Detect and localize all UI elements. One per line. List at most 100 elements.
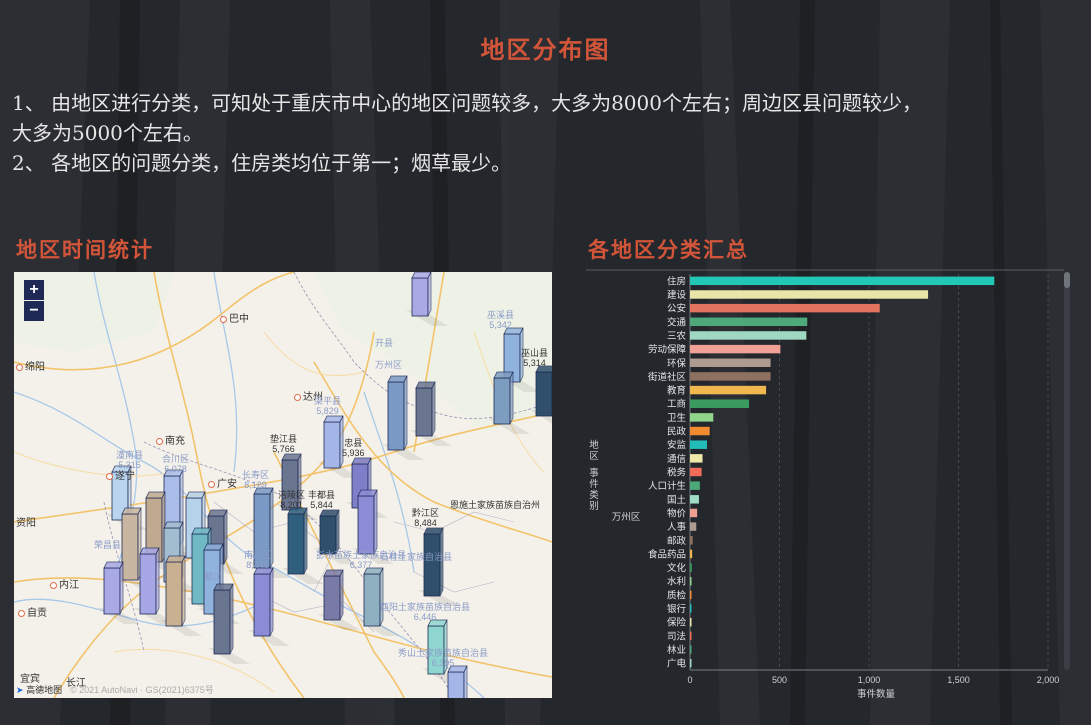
- section-title-left: 地区时间统计: [16, 238, 154, 262]
- svg-text:事: 事: [589, 467, 599, 479]
- district-label: 巫山县 5,314: [521, 348, 549, 368]
- x-tick-label: 1,000: [858, 675, 881, 685]
- city-dot-icon: [156, 437, 163, 445]
- y-tick-label: 银行: [667, 603, 687, 615]
- bar[interactable]: [690, 358, 771, 367]
- district-column[interactable]: [248, 567, 290, 646]
- city-dot-icon: [106, 472, 113, 480]
- y-tick-label: 交通: [667, 316, 687, 328]
- bar[interactable]: [690, 290, 929, 299]
- bar[interactable]: [690, 344, 781, 354]
- bar[interactable]: [690, 399, 750, 408]
- bar[interactable]: [690, 467, 702, 477]
- city-label: 广安: [208, 475, 237, 490]
- zoom-control: + −: [24, 280, 44, 322]
- district-column[interactable]: [406, 272, 448, 326]
- district-column[interactable]: [208, 583, 250, 664]
- bar[interactable]: [690, 563, 692, 572]
- district-label: 石柱土家族自治县: [380, 552, 453, 562]
- district-column[interactable]: [530, 365, 552, 426]
- zoom-out-button[interactable]: −: [24, 301, 44, 321]
- bar[interactable]: [690, 317, 808, 327]
- bar[interactable]: [690, 413, 714, 422]
- district-column[interactable]: [382, 375, 424, 460]
- bar[interactable]: [690, 303, 880, 313]
- y-tick-label: 劳动保障: [648, 344, 687, 356]
- chart-scrollbar-thumb[interactable]: [1064, 272, 1070, 288]
- district-column[interactable]: [488, 371, 530, 434]
- district-label: 梁平县 5,829: [314, 396, 342, 416]
- x-tick-label: 0: [687, 675, 692, 685]
- bar[interactable]: [690, 276, 995, 286]
- district-column[interactable]: [134, 547, 176, 624]
- y-tick-label: 林业: [667, 644, 686, 656]
- bar[interactable]: [690, 331, 807, 340]
- x-tick-label: 1,500: [947, 675, 970, 685]
- y-tick-label: 水利: [667, 576, 686, 588]
- bar[interactable]: [690, 385, 767, 395]
- bar[interactable]: [690, 495, 699, 504]
- summary-line-1: 1、 由地区进行分类，可知处于重庆市中心的地区问题较多，大多为8000个左右；周…: [12, 91, 922, 115]
- svg-text:地: 地: [589, 439, 599, 451]
- district-label: 万州区: [375, 360, 403, 370]
- y-tick-label: 保险: [667, 617, 687, 629]
- y-tick-label: 教育: [667, 385, 686, 397]
- svg-text:区: 区: [589, 451, 599, 462]
- navigation-arrow-icon: ➤: [16, 685, 24, 695]
- summary-line-2: 大多为5000个左右。: [12, 121, 203, 145]
- bar[interactable]: [690, 508, 698, 518]
- bar[interactable]: [690, 440, 708, 449]
- district-columns: [98, 272, 552, 698]
- district-column[interactable]: [358, 567, 400, 636]
- district-column[interactable]: [442, 665, 484, 698]
- district-column[interactable]: [276, 453, 318, 520]
- y-tick-label: 通信: [667, 453, 686, 465]
- y-tick-label: 文化: [667, 562, 687, 574]
- bar[interactable]: [690, 536, 693, 545]
- y-tick-label: 民政: [667, 426, 687, 438]
- y-tick-label: 食品药品: [648, 548, 686, 560]
- map-panel[interactable]: + − 巴中 绵阳 达州 南充 遂宁 广安 资阳 内江 自贡 宜宾 长江 巫溪县…: [14, 272, 552, 698]
- district-label: 涪陵区 8,201: [278, 490, 306, 510]
- city-label: 绵阳: [16, 358, 45, 373]
- bar[interactable]: [690, 645, 692, 654]
- district-label: 长寿区 8,129: [242, 470, 270, 490]
- bar[interactable]: [690, 658, 692, 668]
- district-column[interactable]: [418, 527, 460, 606]
- district-column[interactable]: [318, 569, 360, 630]
- bar[interactable]: [690, 481, 700, 490]
- city-dot-icon: [18, 609, 25, 617]
- region-label: 万州区: [612, 512, 641, 523]
- district-label: 忠县 5,936: [342, 438, 365, 458]
- district-label: 秀山土家族苗族自治县 6,395: [398, 648, 489, 668]
- bar[interactable]: [690, 617, 692, 627]
- bar[interactable]: [690, 372, 771, 381]
- city-label: 长江: [66, 678, 86, 689]
- svg-text:件: 件: [589, 478, 599, 490]
- district-column[interactable]: [314, 509, 356, 564]
- bar[interactable]: [690, 577, 692, 586]
- bar[interactable]: [690, 590, 692, 600]
- district-label: 酉阳土家族苗族自治县 6,446: [380, 602, 471, 622]
- city-label: 达州: [294, 388, 323, 403]
- district-label: 荣昌县: [94, 540, 122, 550]
- bar[interactable]: [690, 631, 692, 641]
- district-column[interactable]: [352, 489, 394, 564]
- district-label: 黔江区 8,484: [412, 508, 440, 528]
- bar[interactable]: [690, 549, 693, 559]
- district-column[interactable]: [98, 561, 140, 624]
- bar[interactable]: [690, 522, 697, 531]
- y-tick-label: 街道社区: [648, 371, 687, 383]
- district-column[interactable]: [282, 507, 324, 584]
- bar[interactable]: [690, 604, 692, 613]
- section-title-right: 各地区分类汇总: [588, 238, 749, 262]
- chart-scrollbar[interactable]: [1064, 272, 1070, 670]
- bar[interactable]: [690, 454, 703, 463]
- district-column[interactable]: [318, 415, 360, 478]
- district-column[interactable]: [160, 555, 202, 636]
- bar[interactable]: [690, 426, 710, 436]
- city-label: 内江: [50, 576, 79, 591]
- district-label: 恩施土家族苗族自治州: [450, 500, 541, 510]
- district-column[interactable]: [410, 381, 452, 446]
- zoom-in-button[interactable]: +: [24, 280, 44, 300]
